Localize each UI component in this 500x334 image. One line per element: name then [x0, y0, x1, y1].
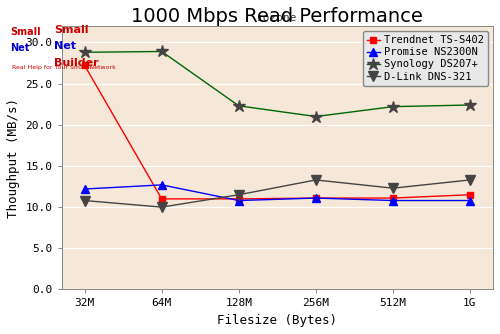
Promise NS2300N — [158, 183, 164, 187]
Line: Synology DS207+: Synology DS207+ — [78, 45, 476, 123]
D-Link DNS-321 — [82, 198, 87, 202]
Synology DS207+ — [467, 103, 473, 107]
Text: Small: Small — [10, 27, 40, 37]
Text: Builder: Builder — [54, 58, 98, 68]
Text: Real Help for Your Small Network: Real Help for Your Small Network — [12, 65, 116, 70]
Promise NS2300N — [236, 198, 242, 202]
Legend: Trendnet TS-S402, Promise NS2300N, Synology DS207+, D-Link DNS-321: Trendnet TS-S402, Promise NS2300N, Synol… — [363, 31, 488, 86]
Line: Trendnet TS-S402: Trendnet TS-S402 — [81, 62, 473, 202]
Promise NS2300N — [467, 198, 473, 202]
Synology DS207+ — [158, 49, 164, 53]
D-Link DNS-321 — [313, 178, 319, 182]
Y-axis label: Thoughput (MB/s): Thoughput (MB/s) — [7, 98, 20, 218]
Text: iozone: iozone — [257, 13, 298, 23]
Line: D-Link DNS-321: D-Link DNS-321 — [80, 175, 475, 212]
Trendnet TS-S402 — [390, 196, 396, 200]
D-Link DNS-321 — [390, 186, 396, 190]
Text: Net: Net — [54, 41, 76, 51]
Synology DS207+ — [236, 104, 242, 108]
D-Link DNS-321 — [236, 193, 242, 197]
Text: Net: Net — [10, 43, 29, 53]
Trendnet TS-S402 — [158, 197, 164, 201]
Promise NS2300N — [313, 196, 319, 200]
D-Link DNS-321 — [158, 205, 164, 209]
Line: Promise NS2300N: Promise NS2300N — [80, 181, 474, 205]
X-axis label: Filesize (Bytes): Filesize (Bytes) — [218, 314, 338, 327]
Trendnet TS-S402 — [467, 193, 473, 197]
Promise NS2300N — [82, 187, 87, 191]
Promise NS2300N — [390, 198, 396, 202]
Trendnet TS-S402 — [313, 196, 319, 200]
Synology DS207+ — [313, 115, 319, 119]
Title: 1000 Mbps Read Performance: 1000 Mbps Read Performance — [132, 7, 423, 26]
Trendnet TS-S402 — [236, 197, 242, 201]
Trendnet TS-S402 — [82, 63, 87, 67]
Text: Small: Small — [54, 25, 88, 35]
Synology DS207+ — [390, 105, 396, 109]
Synology DS207+ — [82, 50, 87, 54]
D-Link DNS-321 — [467, 178, 473, 182]
